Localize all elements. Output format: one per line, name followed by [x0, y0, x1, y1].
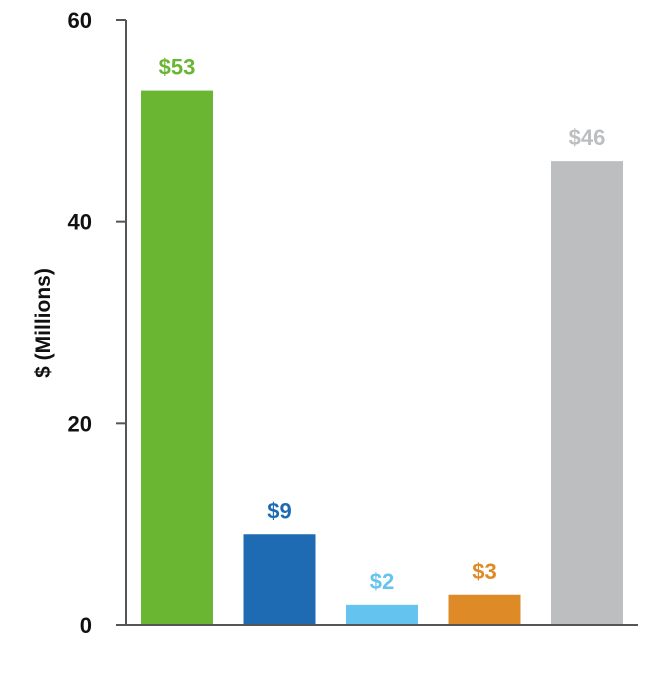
bar — [243, 534, 316, 625]
y-tick-label: 60 — [68, 8, 92, 33]
y-tick-label: 0 — [80, 613, 92, 638]
bar-value-label: $3 — [472, 559, 496, 584]
y-tick-label: 20 — [68, 411, 92, 436]
bars — [141, 90, 623, 626]
bar-value-label: $9 — [267, 498, 291, 523]
bar — [551, 161, 623, 625]
data-labels: $53 $9 $2 $3 $46 — [159, 55, 606, 594]
bar-value-label: $2 — [370, 569, 394, 594]
y-ticks: 0 20 40 60 — [68, 8, 126, 638]
bar — [346, 604, 418, 625]
bar-value-label: $53 — [159, 55, 196, 80]
y-tick-label: 40 — [68, 210, 92, 235]
bar — [448, 594, 521, 625]
bar — [141, 90, 213, 626]
y-axis-title: $ (Millions) — [32, 268, 55, 378]
bar-value-label: $46 — [569, 125, 606, 150]
